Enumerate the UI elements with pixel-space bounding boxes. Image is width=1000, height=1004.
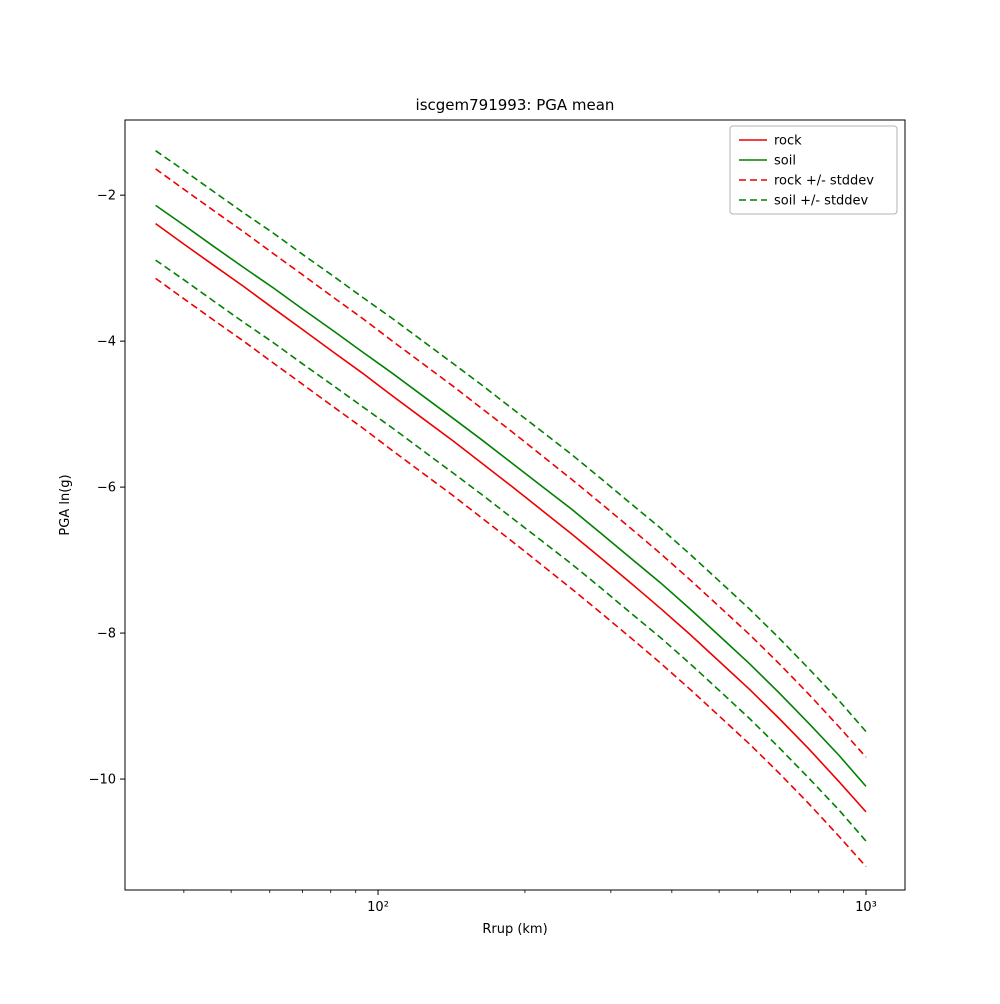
legend-label: rock +/- stddev — [774, 174, 874, 189]
legend-box — [729, 125, 898, 215]
y-tick-label: −4 — [97, 335, 116, 350]
chart-title: iscgem791993: PGA mean — [416, 96, 615, 114]
series-line-rock — [155, 222, 867, 813]
series-line-soil — [155, 204, 867, 787]
series-line-soil-stddev — [155, 150, 867, 733]
y-tick-label: −10 — [89, 773, 116, 788]
x-tick-label: 10³ — [855, 900, 877, 915]
x-tick-label: 10² — [367, 900, 389, 915]
series-line-rock-stddev — [155, 277, 867, 868]
y-tick-label: −6 — [97, 481, 116, 496]
y-axis-label: PGA ln(g) — [58, 474, 73, 535]
legend-label: soil +/- stddev — [774, 194, 869, 209]
axes-frame — [124, 119, 906, 891]
x-axis-label: Rrup (km) — [482, 922, 547, 937]
series-line-rock-stddev — [155, 168, 867, 758]
y-tick-label: −2 — [97, 189, 116, 204]
legend-label: rock — [774, 134, 802, 149]
series-line-soil-stddev — [155, 259, 867, 842]
legend-label: soil — [774, 154, 796, 169]
y-tick-label: −8 — [97, 627, 116, 642]
